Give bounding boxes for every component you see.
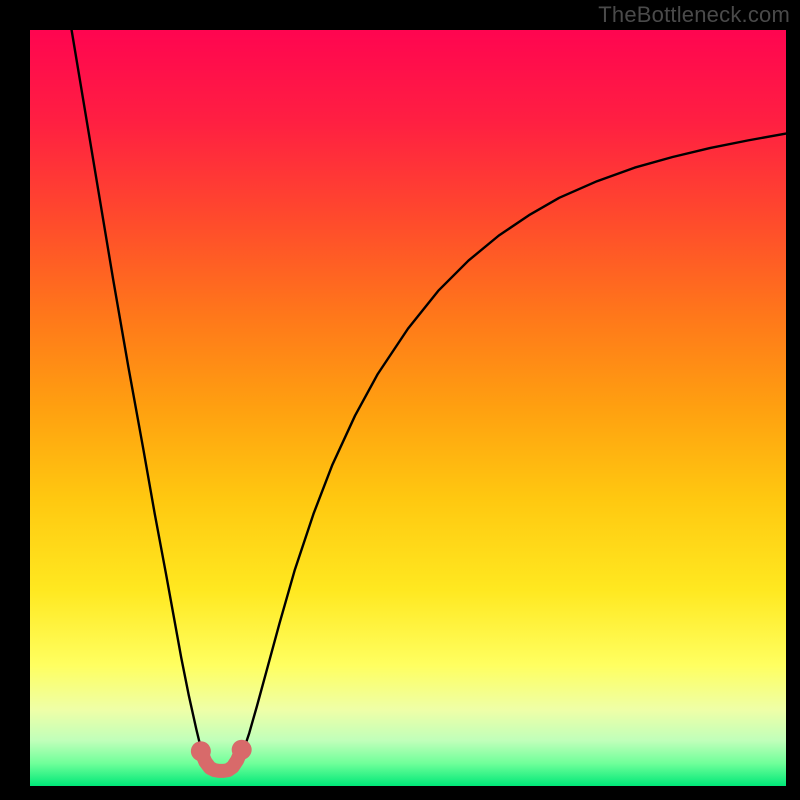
chart-background-gradient: [30, 30, 786, 786]
bottleneck-chart: [0, 0, 800, 800]
watermark-text: TheBottleneck.com: [598, 2, 790, 28]
optimal-range-start-dot: [191, 741, 211, 761]
optimal-range-end-dot: [232, 740, 252, 760]
